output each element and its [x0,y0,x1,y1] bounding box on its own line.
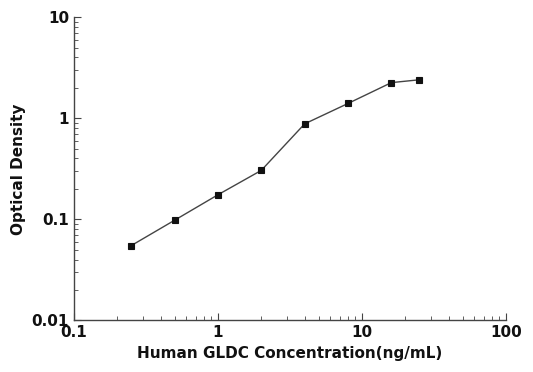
Y-axis label: Optical Density: Optical Density [11,103,26,234]
X-axis label: Human GLDC Concentration(ng/mL): Human GLDC Concentration(ng/mL) [138,346,442,361]
